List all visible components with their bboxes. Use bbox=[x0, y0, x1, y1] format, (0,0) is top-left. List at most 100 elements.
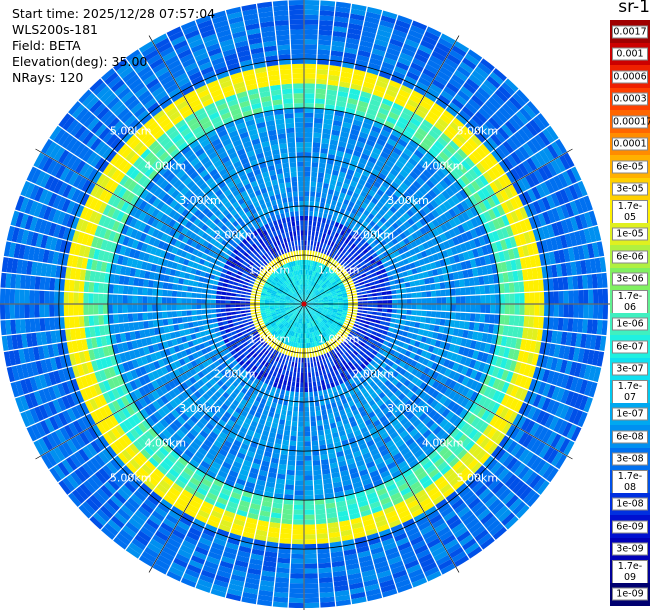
beta-cell bbox=[309, 292, 314, 297]
beta-cell bbox=[464, 286, 471, 296]
beta-cell bbox=[411, 166, 423, 177]
beta-cell bbox=[420, 284, 426, 292]
beta-cell bbox=[335, 288, 341, 292]
beta-cell bbox=[548, 250, 556, 265]
beta-cell bbox=[328, 69, 341, 77]
beta-cell bbox=[419, 72, 434, 84]
beta-cell bbox=[429, 261, 437, 270]
beta-cell bbox=[383, 120, 396, 130]
beta-cell bbox=[328, 269, 334, 275]
beta-cell bbox=[304, 475, 314, 481]
beta-cell bbox=[474, 177, 485, 190]
beta-cell bbox=[304, 4, 320, 11]
beta-cell bbox=[474, 110, 488, 124]
beta-cell bbox=[368, 57, 383, 67]
beta-cell bbox=[435, 182, 445, 193]
beta-cell bbox=[461, 221, 470, 233]
beta-cell bbox=[343, 152, 353, 160]
beta-cell bbox=[411, 193, 421, 203]
beta-cell bbox=[408, 94, 422, 105]
beta-cell bbox=[411, 112, 425, 124]
beta-cell bbox=[342, 297, 348, 300]
beta-cell bbox=[291, 543, 304, 550]
beta-cell bbox=[561, 170, 573, 187]
beta-cell bbox=[562, 247, 571, 263]
beta-cell bbox=[570, 165, 582, 183]
beta-cell bbox=[326, 89, 338, 96]
beta-cell bbox=[356, 275, 363, 281]
beta-cell bbox=[310, 166, 319, 173]
beta-cell bbox=[450, 194, 461, 206]
beta-cell bbox=[347, 246, 354, 253]
beta-cell bbox=[307, 274, 311, 281]
beta-cell bbox=[345, 286, 351, 291]
beta-cell bbox=[309, 285, 312, 291]
beta-cell bbox=[381, 10, 398, 20]
beta-cell bbox=[304, 0, 320, 6]
beta-cell bbox=[460, 232, 469, 243]
beta-cell bbox=[304, 14, 320, 21]
beta-cell bbox=[452, 117, 465, 130]
beta-cell bbox=[350, 3, 368, 12]
beta-cell bbox=[316, 64, 330, 70]
beta-cell bbox=[340, 66, 354, 74]
beta-cell bbox=[531, 267, 539, 280]
beta-cell bbox=[379, 102, 392, 112]
beta-cell bbox=[545, 194, 556, 210]
beta-cell bbox=[356, 235, 364, 243]
beta-cell bbox=[535, 183, 546, 199]
beta-cell bbox=[458, 61, 475, 74]
beta-cell bbox=[578, 304, 584, 319]
beta-cell bbox=[582, 243, 590, 260]
beta-cell bbox=[520, 176, 532, 191]
beta-cell bbox=[433, 244, 442, 254]
beta-cell bbox=[456, 223, 466, 235]
beta-cell bbox=[505, 137, 519, 152]
beta-cell bbox=[316, 533, 329, 540]
beta-cell bbox=[349, 249, 357, 256]
beta-cell bbox=[292, 514, 304, 520]
beta-cell bbox=[378, 70, 392, 80]
beta-cell bbox=[530, 136, 543, 152]
beta-cell bbox=[522, 103, 537, 119]
beta-cell bbox=[340, 236, 347, 243]
beta-cell bbox=[323, 249, 328, 255]
beta-cell bbox=[333, 115, 344, 122]
beta-cell bbox=[455, 262, 463, 272]
beta-cell bbox=[325, 266, 330, 273]
beta-cell bbox=[325, 198, 332, 205]
beta-cell bbox=[377, 24, 394, 34]
beta-cell bbox=[450, 296, 456, 304]
beta-cell bbox=[356, 248, 363, 255]
beta-cell bbox=[332, 295, 338, 298]
beta-cell bbox=[548, 304, 555, 318]
beta-cell bbox=[484, 284, 491, 295]
beta-cell bbox=[421, 182, 432, 193]
beta-cell bbox=[461, 105, 475, 119]
beta-cell bbox=[304, 294, 307, 300]
beta-cell bbox=[518, 280, 525, 293]
beta-cell bbox=[304, 563, 318, 569]
beta-cell bbox=[526, 139, 539, 155]
beta-cell bbox=[332, 164, 341, 172]
beta-cell bbox=[339, 166, 348, 174]
beta-cell bbox=[465, 295, 471, 304]
beta-cell bbox=[376, 111, 388, 121]
beta-cell bbox=[331, 40, 346, 48]
beta-cell bbox=[304, 240, 308, 246]
beta-cell bbox=[332, 119, 343, 127]
beta-cell bbox=[399, 282, 406, 289]
beta-cell bbox=[546, 223, 556, 239]
beta-cell bbox=[569, 231, 578, 247]
beta-cell bbox=[504, 237, 513, 250]
beta-cell bbox=[514, 208, 524, 222]
beta-cell bbox=[308, 280, 311, 286]
beta-cell bbox=[523, 280, 530, 293]
beta-cell bbox=[441, 296, 447, 304]
beta-cell bbox=[406, 98, 420, 109]
beta-cell bbox=[328, 276, 334, 282]
beta-cell bbox=[409, 24, 426, 36]
beta-cell bbox=[445, 296, 452, 304]
beta-cell bbox=[304, 274, 306, 280]
beta-cell bbox=[286, 464, 296, 471]
